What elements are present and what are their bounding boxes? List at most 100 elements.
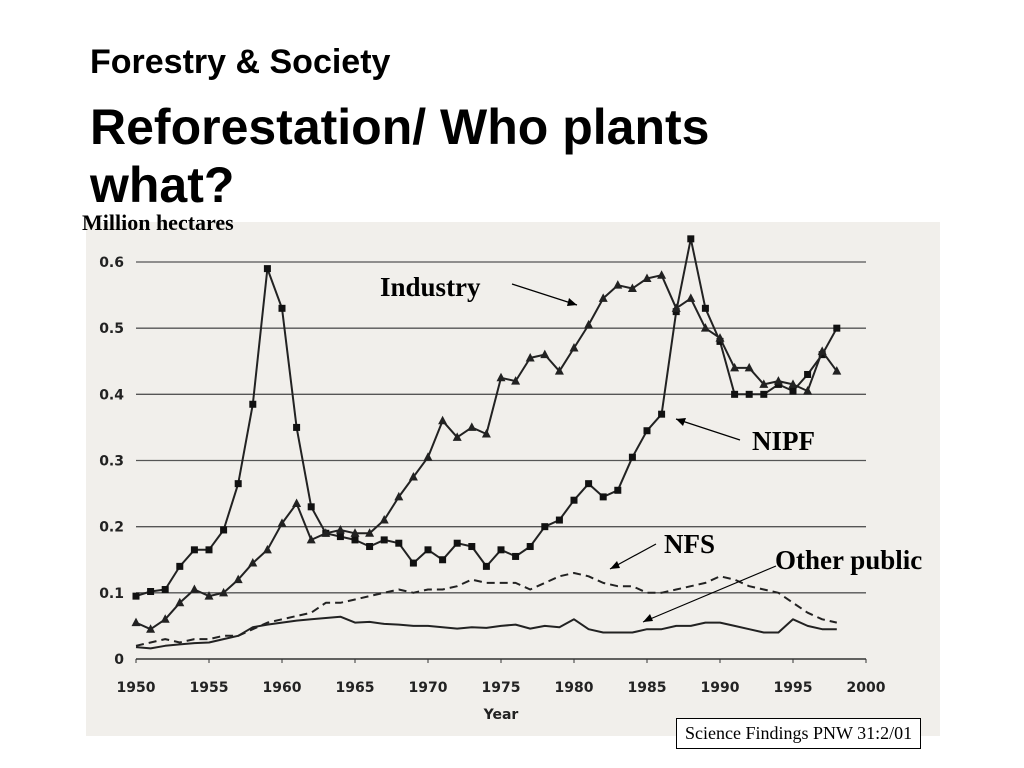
x-tick-label: 1980	[555, 680, 594, 696]
y-tick-label: 0.1	[99, 586, 124, 602]
series-line-nfs	[135, 572, 838, 647]
arrowhead-industry	[567, 298, 577, 306]
point-industry	[379, 515, 389, 524]
point-industry	[131, 617, 141, 627]
slide-subtitle: Forestry & Society	[90, 43, 391, 81]
point-industry	[467, 422, 477, 431]
point-industry	[335, 524, 345, 534]
y-tick-label: 0.2	[99, 520, 124, 536]
point-industry	[292, 498, 302, 508]
y-axis-label: Million hectares	[82, 210, 234, 235]
point-industry	[642, 273, 652, 283]
x-tick-label: 2000	[847, 680, 886, 696]
point-nipf	[701, 304, 709, 312]
point-nipf	[176, 562, 184, 570]
point-nipf	[570, 496, 578, 504]
point-industry	[204, 591, 214, 600]
point-nipf	[220, 526, 228, 534]
point-nipf	[307, 503, 315, 511]
x-tick-label: 1960	[263, 680, 302, 696]
point-nipf	[439, 556, 447, 564]
point-industry	[219, 587, 229, 597]
point-nipf	[366, 543, 374, 551]
point-industry	[481, 429, 491, 438]
point-nipf	[599, 493, 607, 501]
point-industry	[408, 472, 418, 481]
point-industry	[788, 379, 798, 388]
point-nipf	[424, 546, 432, 554]
point-industry	[540, 349, 550, 359]
annotation-nfs: NFS	[664, 529, 715, 559]
point-nipf	[585, 480, 593, 488]
series-line-other-public	[135, 615, 837, 650]
point-nipf	[147, 588, 155, 596]
point-industry	[189, 584, 199, 594]
point-nipf	[395, 539, 403, 547]
annotation-other-public-arrow	[642, 565, 777, 623]
point-nipf	[161, 586, 169, 594]
point-nipf	[628, 453, 636, 461]
point-industry	[627, 283, 637, 292]
point-nipf	[833, 324, 841, 332]
point-industry	[175, 597, 185, 607]
point-nipf	[278, 304, 286, 312]
y-tick-label: 0.6	[99, 255, 124, 271]
series-line-nipf	[135, 237, 838, 598]
arrowhead-nfs	[610, 561, 620, 569]
point-nipf	[541, 523, 549, 531]
annotation-nipf-arrow	[675, 418, 741, 441]
point-industry	[569, 343, 579, 352]
x-tick-label: 1975	[482, 680, 521, 696]
annotation-other-public: Other public	[775, 545, 922, 575]
chart-panel	[86, 222, 940, 736]
arrowhead-other-public	[643, 614, 653, 622]
point-nipf	[687, 235, 695, 243]
point-industry	[700, 323, 710, 332]
y-tick-labels: 0 0.1 0.2 0.3 0.4 0.5 0.6	[99, 255, 124, 668]
y-tick-label: 0.4	[99, 387, 124, 403]
point-nipf	[234, 480, 242, 488]
point-nipf	[512, 552, 520, 560]
point-nipf	[643, 427, 651, 435]
point-nipf	[351, 536, 359, 544]
x-tick-labels: 1950 1955 1960 1965 1970 1975 1980 1985 1990 1995…	[117, 659, 886, 696]
point-industry	[321, 528, 331, 537]
point-industry	[525, 352, 535, 362]
point-industry	[715, 333, 725, 342]
x-tick-label: 1990	[701, 680, 740, 696]
x-tick-label: 1985	[628, 680, 667, 696]
point-industry	[773, 376, 783, 385]
point-nipf	[468, 543, 476, 551]
point-industry	[146, 624, 156, 633]
point-industry	[423, 452, 433, 461]
point-nipf	[453, 539, 461, 547]
point-nipf	[555, 516, 563, 524]
annotation-nipf: NIPF	[752, 426, 815, 456]
point-industry	[817, 346, 827, 355]
point-industry	[832, 366, 842, 375]
point-industry	[160, 614, 170, 623]
point-nipf	[205, 546, 213, 554]
point-industry	[233, 574, 243, 584]
x-tick-label: 1995	[774, 680, 813, 696]
point-nipf	[263, 265, 271, 273]
grid-lines	[136, 261, 866, 594]
point-industry	[277, 518, 287, 527]
point-nipf	[745, 390, 753, 398]
point-nipf	[614, 486, 622, 494]
y-tick-label: 0	[114, 652, 124, 668]
point-industry	[744, 362, 754, 372]
point-nipf	[293, 423, 301, 431]
point-nipf	[249, 400, 257, 408]
point-industry	[452, 432, 462, 441]
source-citation: Science Findings PNW 31:2/01	[676, 718, 922, 749]
point-industry	[803, 386, 813, 395]
point-industry	[511, 376, 521, 385]
y-tick-label: 0.3	[99, 454, 124, 470]
point-industry	[759, 379, 769, 388]
point-industry	[598, 293, 608, 302]
point-nipf	[336, 533, 344, 541]
point-nipf	[380, 536, 388, 544]
point-industry	[365, 528, 375, 537]
